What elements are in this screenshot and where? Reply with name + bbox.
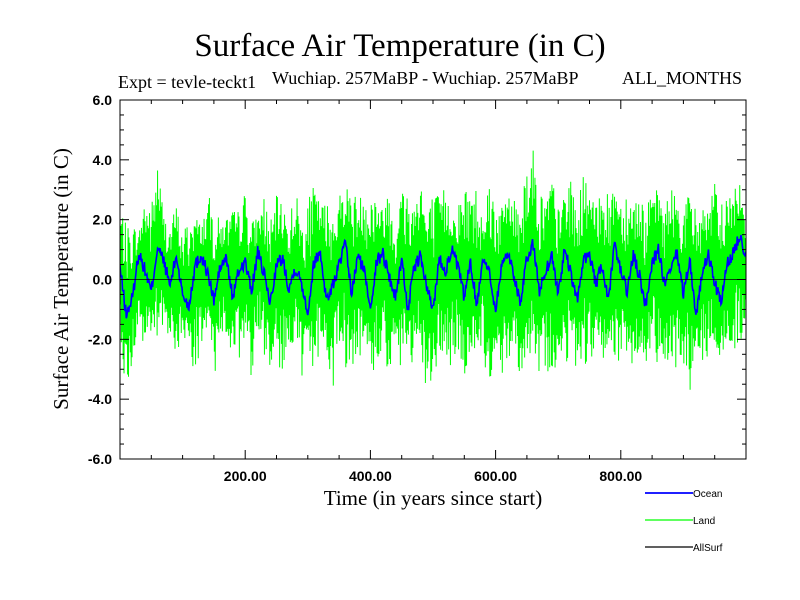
y-tick-label: 2.0 xyxy=(93,212,113,228)
x-axis-title: Time (in years since start) xyxy=(324,486,543,510)
y-tick-label: 0.0 xyxy=(93,272,113,288)
chart-title: Surface Air Temperature (in C) xyxy=(194,28,606,64)
legend-label-ocean: Ocean xyxy=(693,489,722,500)
months-label: ALL_MONTHS xyxy=(622,68,742,88)
period-label: Wuchiap. 257MaBP - Wuchiap. 257MaBP xyxy=(272,68,579,88)
y-tick-label: -4.0 xyxy=(88,391,112,407)
experiment-label: Expt = tevle-teckt1 xyxy=(118,72,257,92)
x-tick-label: 600.00 xyxy=(474,468,517,484)
y-tick-label: 6.0 xyxy=(93,92,113,108)
series-ocean-line xyxy=(120,234,746,319)
x-tick-label: 800.00 xyxy=(599,468,642,484)
y-tick-label: -2.0 xyxy=(88,331,112,347)
y-tick-label: -6.0 xyxy=(88,451,112,467)
y-axis-title: Surface Air Temperature (in C) xyxy=(49,148,73,410)
legend-label-land: Land xyxy=(693,516,715,527)
x-tick-label: 400.00 xyxy=(349,468,392,484)
x-tick-label: 200.00 xyxy=(224,468,267,484)
y-tick-label: 4.0 xyxy=(93,152,113,168)
series-land-line xyxy=(120,150,746,390)
legend-label-allsurf: AllSurf xyxy=(693,543,723,554)
